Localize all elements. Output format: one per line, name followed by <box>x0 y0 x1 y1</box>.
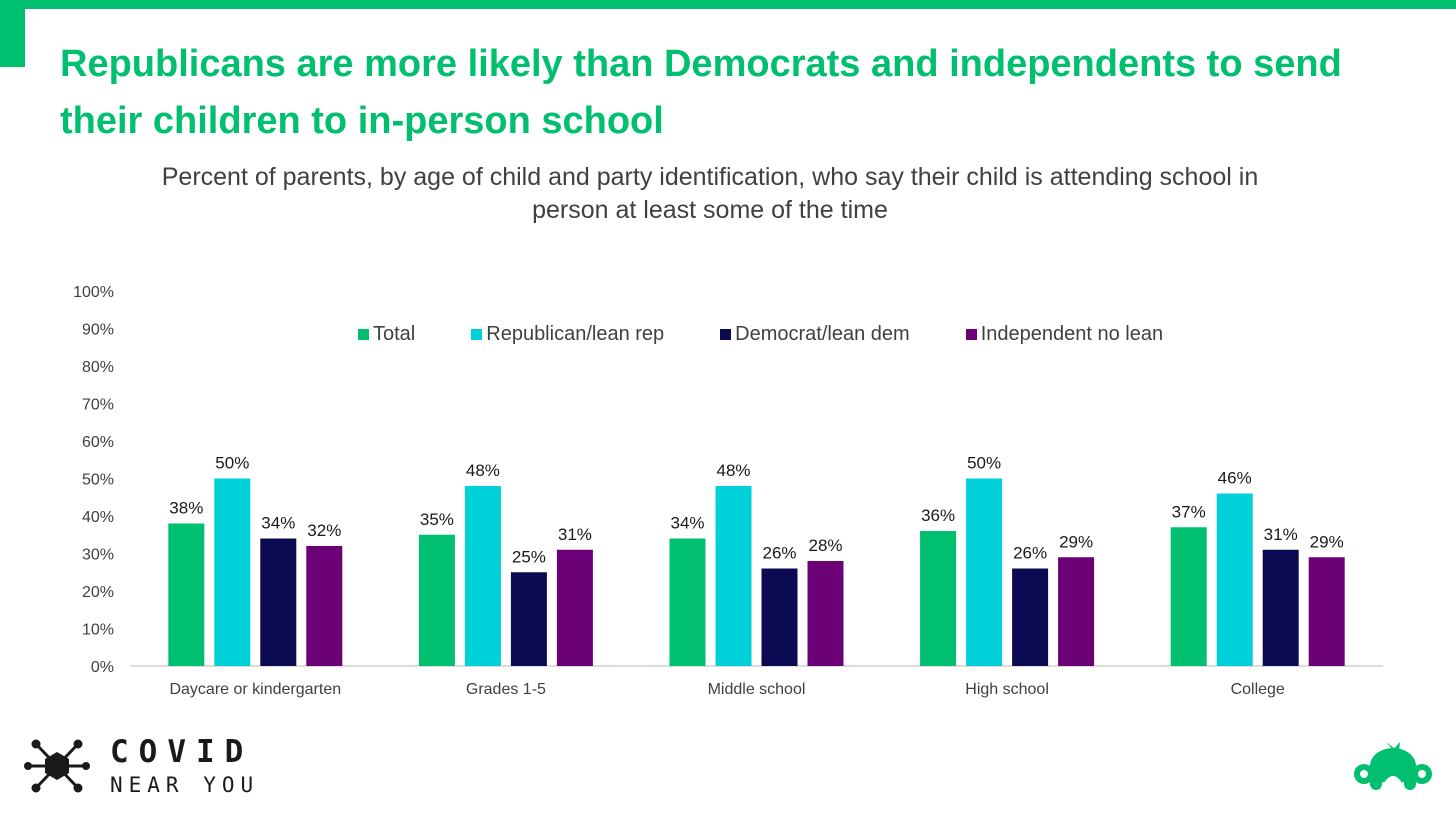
brand-name: COVID <box>110 734 254 770</box>
bar <box>1058 557 1095 666</box>
bar <box>556 549 593 666</box>
legend-item: Republican/lean rep <box>471 323 664 346</box>
legend-label: Democrat/lean dem <box>735 322 910 345</box>
y-tick-label: 0% <box>91 659 114 676</box>
category-label: College <box>1231 681 1285 698</box>
bar <box>510 572 547 666</box>
y-tick-label: 20% <box>82 584 114 601</box>
data-label: 25% <box>512 547 546 566</box>
y-tick-label: 70% <box>82 397 114 414</box>
legend-label: Total <box>373 322 416 345</box>
chart-subtitle: Percent of parents, by age of child and … <box>161 163 1259 224</box>
bar <box>807 561 844 666</box>
data-label: 48% <box>716 461 750 480</box>
bar <box>306 546 343 666</box>
legend-item: Independent no lean <box>965 322 1164 346</box>
bar <box>1262 549 1299 666</box>
legend-item: Total <box>358 323 415 346</box>
legend-item: Democrat/lean dem <box>720 323 910 346</box>
bar <box>464 486 501 666</box>
data-label: 50% <box>967 454 1001 473</box>
data-label: 38% <box>169 499 203 518</box>
data-label: 26% <box>762 544 796 563</box>
legend-swatch <box>965 328 977 340</box>
bar <box>1216 493 1253 666</box>
y-tick-label: 90% <box>82 322 114 339</box>
bar <box>920 531 957 666</box>
y-tick-label: 100% <box>73 284 114 301</box>
bar <box>966 478 1003 666</box>
bar <box>168 523 205 666</box>
legend-swatch <box>720 328 732 340</box>
category-label: Grades 1-5 <box>466 681 546 698</box>
data-label: 34% <box>261 514 295 533</box>
data-label: 31% <box>558 525 592 544</box>
category-label: Daycare or kindergarten <box>169 681 341 698</box>
data-label: 36% <box>921 506 955 525</box>
bar <box>1012 568 1049 666</box>
brand-tagline: NEAR YOU <box>110 773 260 797</box>
y-tick-label: 30% <box>82 547 114 564</box>
y-tick-label: 60% <box>82 434 114 451</box>
category-label: Middle school <box>708 681 806 698</box>
y-tick-label: 80% <box>82 359 114 376</box>
y-tick-label: 50% <box>82 472 114 489</box>
bar <box>669 538 706 666</box>
data-label: 46% <box>1218 469 1252 488</box>
top-accent-bar <box>0 0 1456 9</box>
surveymonkey-logo-icon <box>1354 742 1432 790</box>
virus-molecule-icon <box>24 739 90 793</box>
page-title: Republicans are more likely than Democra… <box>60 43 1342 142</box>
y-tick-label: 40% <box>82 509 114 526</box>
data-label: 29% <box>1310 532 1344 551</box>
bar <box>1170 527 1207 666</box>
legend-swatch <box>358 328 369 340</box>
data-label: 35% <box>420 510 454 529</box>
bar <box>715 486 752 666</box>
legend-swatch <box>471 328 483 340</box>
legend-label: Independent no lean <box>980 322 1164 345</box>
data-label: 50% <box>215 454 249 473</box>
bar <box>260 538 297 666</box>
y-tick-label: 10% <box>82 622 114 639</box>
data-label: 32% <box>307 521 341 540</box>
data-label: 31% <box>1264 525 1298 544</box>
data-label: 34% <box>670 514 704 533</box>
corner-accent-block <box>0 0 25 67</box>
legend-label: Republican/lean rep <box>486 322 665 345</box>
bar <box>761 568 798 666</box>
data-label: 29% <box>1059 532 1093 551</box>
bar <box>418 534 455 666</box>
bar <box>214 478 251 666</box>
bar <box>1308 557 1345 666</box>
category-label: High school <box>965 681 1049 698</box>
chart-legend: Total Republican/lean rep Democrat/lean de… <box>358 321 1163 347</box>
data-label: 28% <box>808 536 842 555</box>
data-label: 37% <box>1172 502 1206 521</box>
data-label: 26% <box>1013 544 1047 563</box>
data-label: 48% <box>466 461 500 480</box>
